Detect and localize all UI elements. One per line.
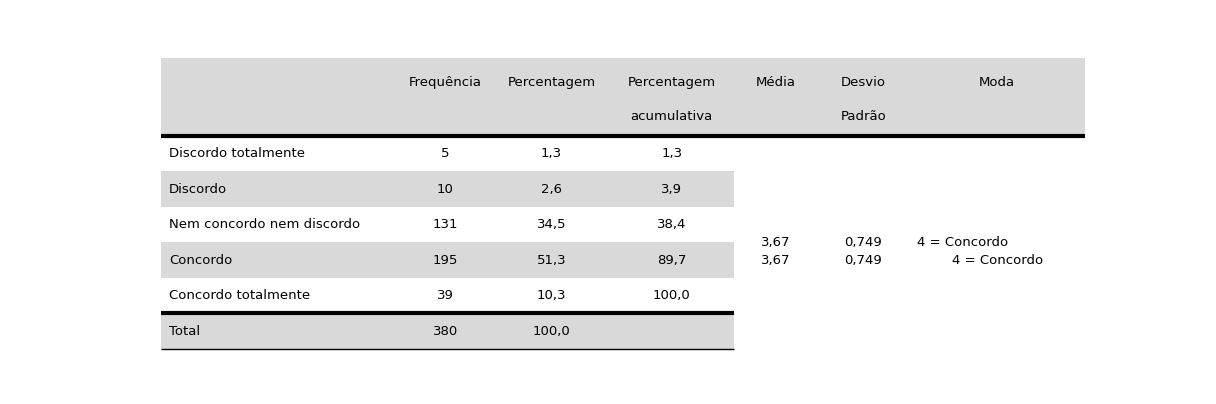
Bar (162, 58, 1085, 136)
Bar (162, 171, 734, 207)
Text: 3,9: 3,9 (662, 183, 682, 196)
Text: 39: 39 (437, 289, 454, 302)
Text: Padrão: Padrão (840, 110, 886, 123)
Text: Percentagem: Percentagem (507, 76, 596, 89)
Text: 38,4: 38,4 (657, 218, 686, 231)
Text: Frequência: Frequência (409, 76, 482, 89)
Text: Concordo: Concordo (169, 254, 232, 267)
Text: Total: Total (169, 324, 201, 338)
Text: 5: 5 (441, 147, 450, 160)
Text: acumulativa: acumulativa (631, 110, 713, 123)
Text: 100,0: 100,0 (533, 324, 570, 338)
Text: 3,67: 3,67 (761, 236, 790, 249)
Text: Moda: Moda (979, 76, 1015, 89)
Text: 10: 10 (437, 183, 454, 196)
Text: 2,6: 2,6 (541, 183, 562, 196)
Text: 4 = Concordo: 4 = Concordo (917, 236, 1008, 249)
Text: 0,749: 0,749 (844, 254, 882, 267)
Bar (162, 314, 734, 349)
Text: Discordo: Discordo (169, 183, 227, 196)
Bar (162, 242, 734, 278)
Text: 100,0: 100,0 (653, 289, 691, 302)
Text: 51,3: 51,3 (536, 254, 567, 267)
Text: Média: Média (755, 76, 795, 89)
Text: Percentagem: Percentagem (627, 76, 716, 89)
Text: 3,67: 3,67 (761, 254, 790, 267)
Text: 1,3: 1,3 (662, 147, 682, 160)
Text: 4 = Concordo: 4 = Concordo (952, 254, 1043, 267)
Text: 10,3: 10,3 (537, 289, 567, 302)
Text: 89,7: 89,7 (657, 254, 686, 267)
Text: Nem concordo nem discordo: Nem concordo nem discordo (169, 218, 360, 231)
Text: 0,749: 0,749 (844, 236, 882, 249)
Text: Discordo totalmente: Discordo totalmente (169, 147, 305, 160)
Text: 34,5: 34,5 (537, 218, 567, 231)
Text: 195: 195 (433, 254, 458, 267)
Text: Desvio: Desvio (840, 76, 885, 89)
Text: 131: 131 (433, 218, 458, 231)
Text: 1,3: 1,3 (541, 147, 562, 160)
Text: Concordo totalmente: Concordo totalmente (169, 289, 310, 302)
Text: 380: 380 (433, 324, 458, 338)
